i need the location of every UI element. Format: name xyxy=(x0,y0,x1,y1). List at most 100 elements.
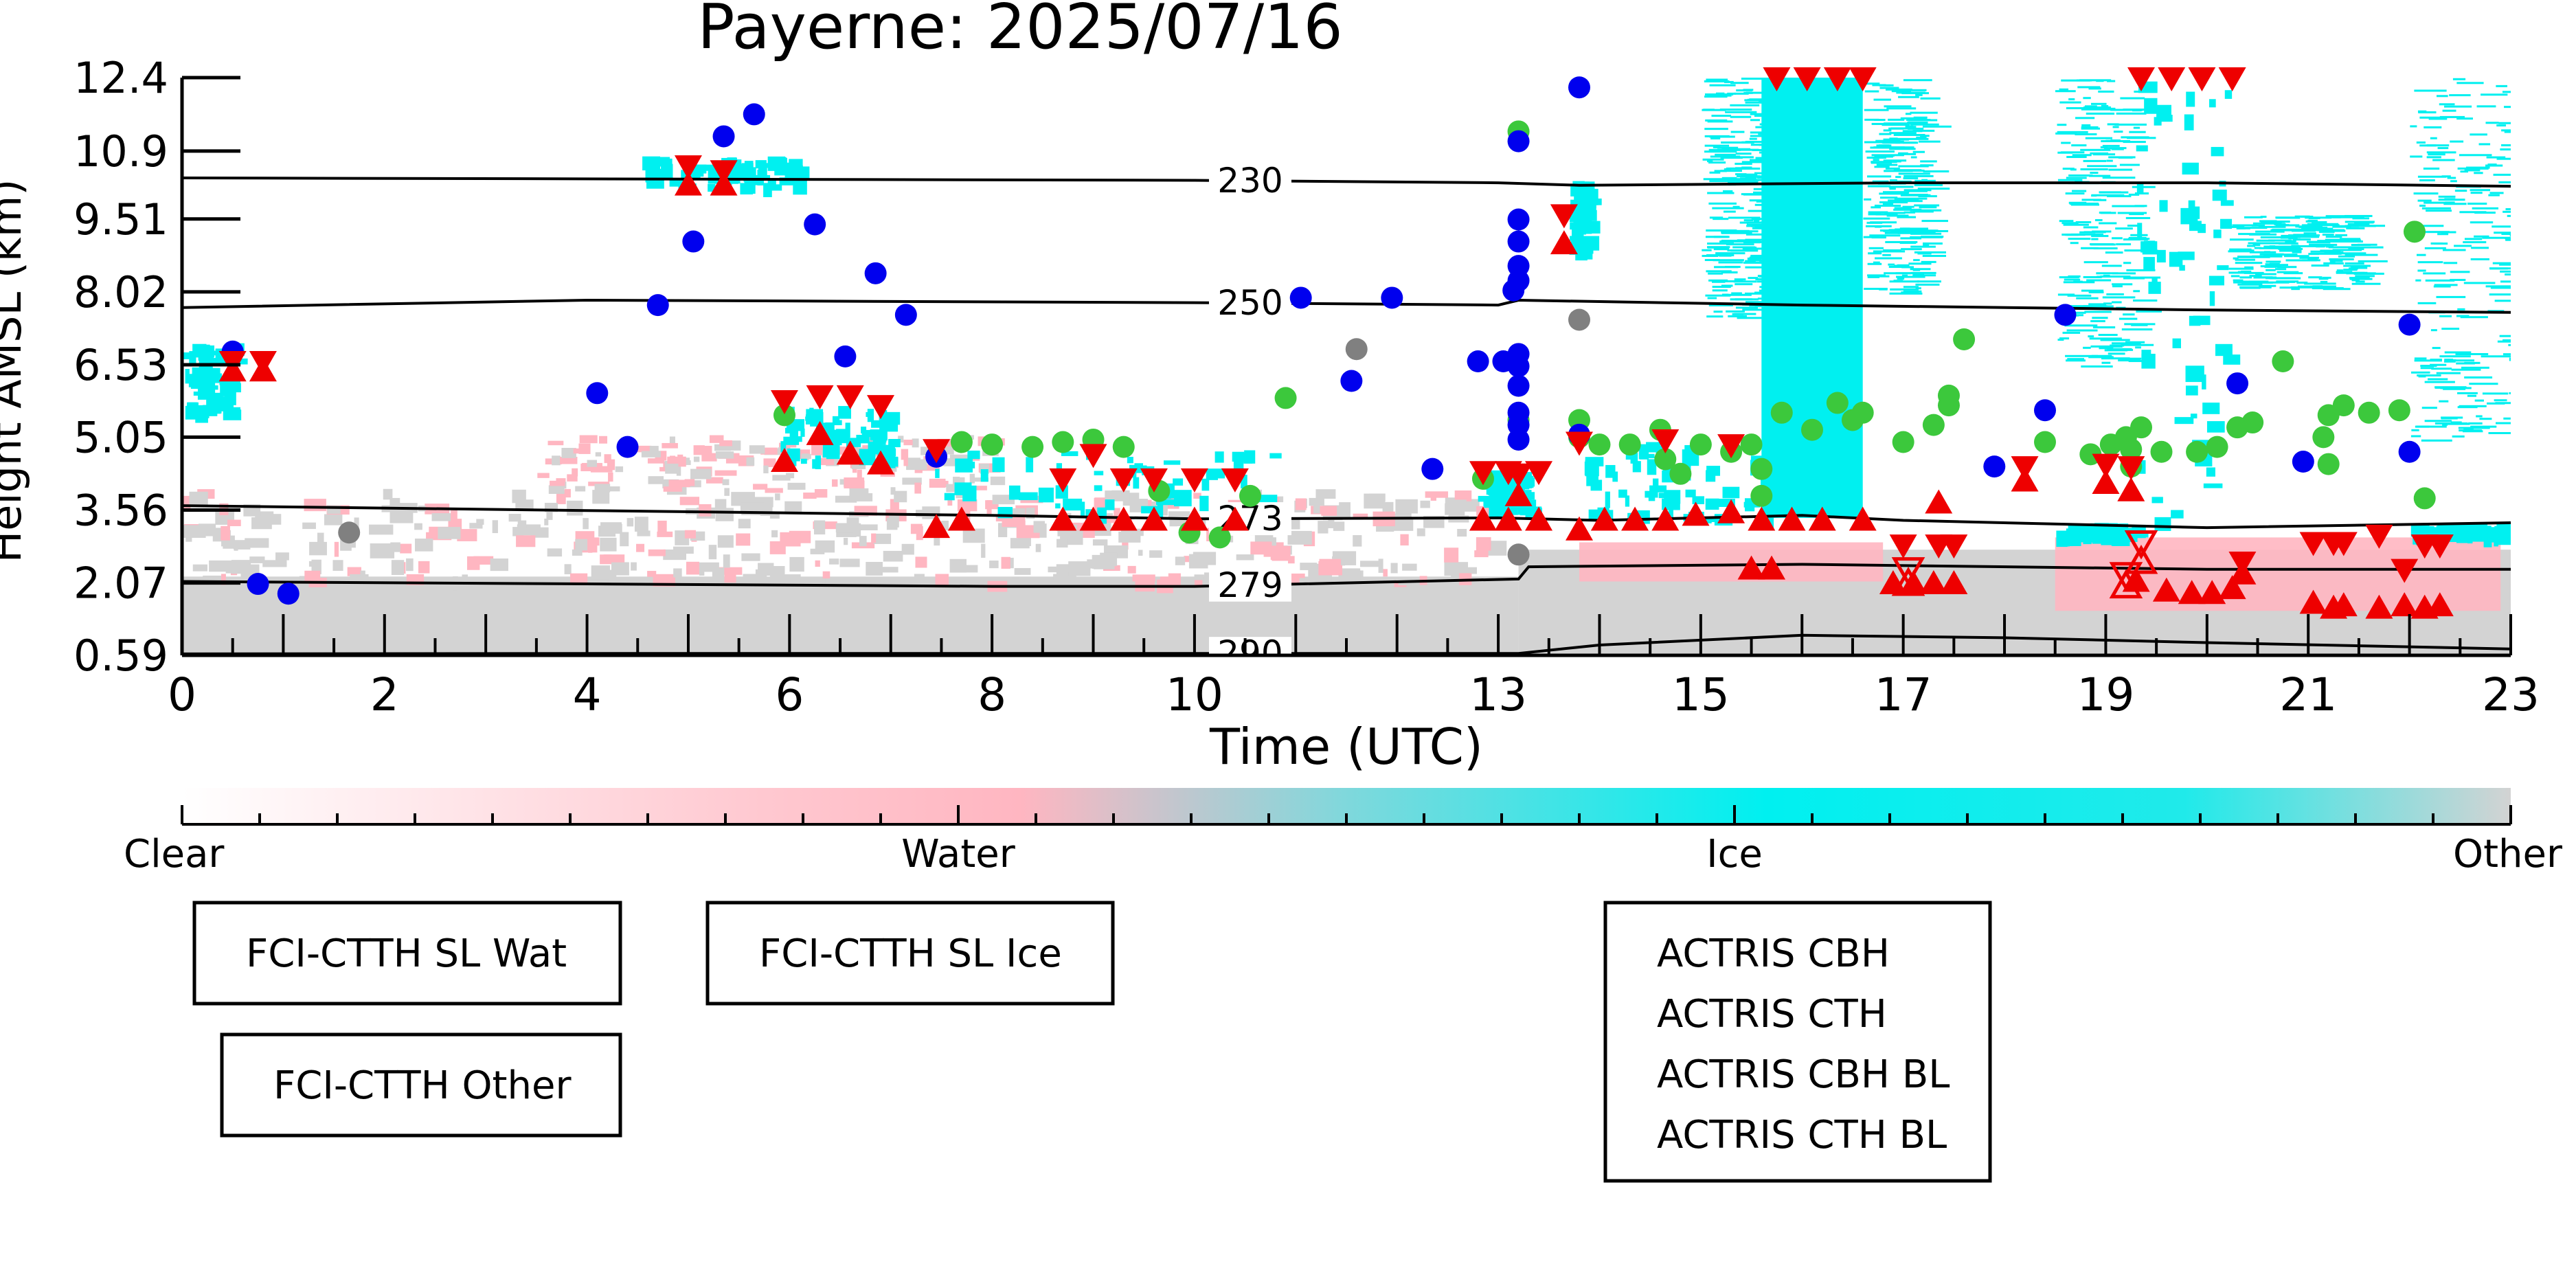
mask-cell xyxy=(1745,301,1775,304)
mask-cell xyxy=(1581,239,1588,248)
mask-cell xyxy=(2129,131,2146,133)
mask-cell xyxy=(867,409,874,422)
y-tick-label: 3.56 xyxy=(74,486,168,536)
mask-cell xyxy=(2481,93,2508,96)
mask-cell xyxy=(2424,381,2455,383)
mask-cell xyxy=(308,561,321,567)
mask-cell xyxy=(2103,302,2112,305)
mask-cell xyxy=(2088,356,2114,359)
mask-cell xyxy=(2413,192,2439,195)
mask-cell xyxy=(2487,402,2505,405)
mask-cell xyxy=(1904,199,1910,201)
mask-cell xyxy=(2071,144,2087,147)
mask-cell xyxy=(2100,146,2108,148)
mask-cell xyxy=(2354,221,2374,224)
legend-box xyxy=(705,901,1115,1006)
mask-cell xyxy=(2208,275,2225,286)
mask-block xyxy=(2055,537,2501,611)
mask-cell xyxy=(2482,236,2511,239)
mask-cell xyxy=(2294,215,2310,218)
mask-cell xyxy=(879,422,899,432)
mask-cell xyxy=(2148,282,2161,294)
mask-cell xyxy=(2426,144,2450,147)
mask-cell xyxy=(1692,496,1705,504)
mask-cell xyxy=(1105,499,1115,510)
mask-cell xyxy=(637,530,651,536)
mask-cell xyxy=(2505,238,2511,241)
mask-cell xyxy=(2305,216,2332,219)
mask-cell xyxy=(2438,195,2456,198)
mask-cell xyxy=(1754,172,1786,174)
mask-cell xyxy=(1625,495,1630,507)
mask-cell xyxy=(2091,194,2097,197)
mask-cell xyxy=(1214,451,1224,463)
mask-cell xyxy=(669,436,675,447)
mask-cell xyxy=(1706,315,1724,318)
mask-cell xyxy=(2357,243,2377,246)
mask-cell xyxy=(1734,278,1746,281)
mask-cell xyxy=(1743,193,1767,196)
mask-cell xyxy=(1889,188,1896,190)
legend-box xyxy=(1603,901,1992,1183)
marker-circle xyxy=(2206,436,2228,458)
mask-cell xyxy=(2244,271,2264,274)
mask-cell xyxy=(810,548,825,554)
mask-cell xyxy=(490,558,508,572)
mask-cell xyxy=(2086,112,2115,115)
mask-cell xyxy=(2456,82,2484,84)
mask-cell xyxy=(1625,452,1634,460)
mask-cell xyxy=(1922,244,1930,247)
mask-cell xyxy=(1915,287,1921,290)
mask-cell xyxy=(856,434,870,444)
mask-cell xyxy=(771,184,782,191)
mask-cell xyxy=(1092,539,1108,546)
mask-cell xyxy=(547,548,563,557)
mask-cell xyxy=(1750,135,1771,137)
mask-cell xyxy=(2430,242,2443,245)
mask-cell xyxy=(2154,517,2171,531)
marker-triangle-up-open xyxy=(1891,566,1925,596)
mask-cell xyxy=(2133,126,2140,129)
mask-cell xyxy=(2462,528,2481,539)
mask-cell xyxy=(1157,504,1164,519)
mask-cell xyxy=(2439,400,2449,403)
mask-cell xyxy=(209,560,234,572)
mask-cell xyxy=(798,166,810,180)
mask-cell xyxy=(1175,556,1186,565)
mask-cell xyxy=(2105,251,2123,254)
mask-cell xyxy=(1867,274,1886,277)
mask-cell xyxy=(1708,202,1737,205)
mask-cell xyxy=(1730,131,1745,133)
legend-label: ACTRIS CBH BL xyxy=(1657,1052,1950,1097)
mask-cell xyxy=(2068,98,2075,101)
mask-cell xyxy=(1581,210,1597,221)
mask-cell xyxy=(2092,326,2116,329)
mask-cell xyxy=(2091,194,2125,196)
marker-triangle-down xyxy=(2218,67,2246,91)
mask-cell xyxy=(2476,105,2496,108)
mask-cell xyxy=(1389,513,1411,520)
mask-cell xyxy=(2127,225,2138,227)
mask-cell xyxy=(1194,578,1203,587)
mask-cell xyxy=(2059,337,2070,340)
mask-cell xyxy=(2091,527,2102,541)
mask-cell xyxy=(814,489,828,498)
mask-cell xyxy=(2115,227,2133,230)
mask-cell xyxy=(2343,264,2371,267)
mask-cell xyxy=(2057,179,2083,181)
mask-cell xyxy=(849,488,869,496)
marker-circle xyxy=(834,345,857,368)
mask-cell xyxy=(1752,148,1781,151)
mask-cell xyxy=(749,445,765,454)
mask-cell xyxy=(1708,272,1724,275)
mask-cell xyxy=(2116,243,2132,246)
mask-cell xyxy=(2336,269,2344,272)
mask-cell xyxy=(2494,532,2498,547)
y-tick-label: 10.9 xyxy=(74,126,168,177)
mask-cell xyxy=(992,457,1005,473)
mask-cell xyxy=(2249,251,2276,253)
mask-cell xyxy=(2083,226,2099,229)
mask-cell xyxy=(2212,189,2227,201)
marker-circle xyxy=(2312,426,2335,449)
mask-cell xyxy=(1741,78,1768,80)
